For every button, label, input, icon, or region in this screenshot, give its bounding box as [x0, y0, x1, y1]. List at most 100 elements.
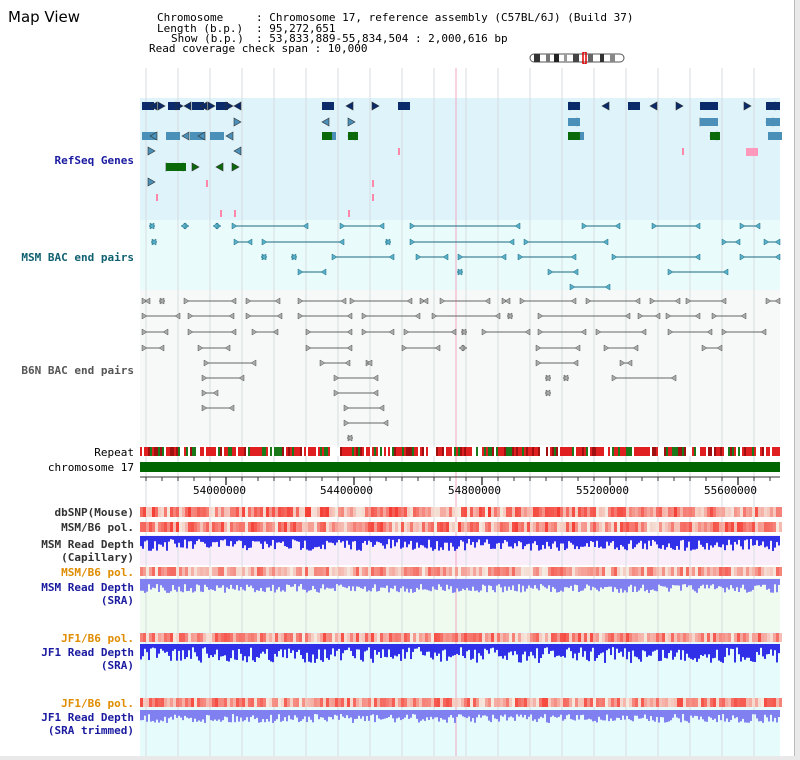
b6n-end-marker — [711, 312, 718, 320]
depth-bar — [260, 579, 262, 588]
polymorphism-cell — [374, 698, 377, 707]
depth-bar — [590, 710, 592, 720]
polymorphism-cell — [149, 522, 152, 532]
depth-bar — [342, 536, 344, 542]
polymorphism-cell — [581, 507, 584, 517]
depth-bar — [610, 579, 612, 587]
dbsnp-label[interactable]: dbSNP(Mouse) — [54, 506, 134, 519]
bac-end-marker — [739, 253, 746, 261]
polymorphism-cell — [341, 507, 344, 517]
msm-read-depth-sra-label[interactable]: MSM Read Depth — [41, 581, 134, 594]
polymorphism-cell — [326, 633, 329, 642]
jf1-read-depth-trim-label[interactable]: JF1 Read Depth — [41, 711, 134, 724]
repeat-segment — [494, 447, 496, 456]
polymorphism-cell — [749, 633, 752, 642]
polymorphism-cell — [422, 567, 425, 576]
repeat-segment — [192, 447, 194, 456]
depth-bar — [182, 644, 184, 651]
depth-bar — [170, 644, 172, 661]
polymorphism-cell — [596, 567, 599, 576]
polymorphism-cell — [716, 522, 719, 532]
repeat-segment — [710, 447, 712, 456]
polymorphism-cell — [293, 698, 296, 707]
polymorphism-cell — [188, 567, 191, 576]
polymorphism-cell — [752, 507, 755, 517]
polymorphism-cell — [746, 522, 749, 532]
depth-bar — [748, 710, 750, 723]
polymorphism-cell — [638, 567, 641, 576]
depth-bar — [560, 710, 562, 715]
depth-bar — [228, 579, 230, 589]
msm-bac-label[interactable]: MSM BAC end pairs — [21, 251, 134, 264]
horizontal-scrollbar[interactable] — [0, 756, 800, 760]
depth-bar — [412, 536, 414, 550]
msm-b6-pol-2-label[interactable]: MSM/B6 pol. — [61, 566, 134, 579]
depth-bar — [278, 644, 280, 652]
refseq-genes-label[interactable]: RefSeq Genes — [54, 154, 134, 167]
depth-bar — [260, 644, 262, 654]
depth-bar — [286, 579, 288, 585]
depth-bar — [312, 579, 314, 586]
repeat-segment — [498, 447, 500, 456]
polymorphism-cell — [566, 698, 569, 707]
b6n-bac-label[interactable]: B6N BAC end pairs — [21, 364, 134, 377]
polymorphism-cell — [683, 567, 686, 576]
repeat-segment — [144, 447, 146, 456]
polymorphism-cell — [263, 567, 266, 576]
polymorphism-cell — [320, 633, 323, 642]
depth-bar — [430, 579, 432, 592]
polymorphism-cell — [644, 698, 647, 707]
depth-bar — [734, 710, 736, 719]
depth-bar — [480, 579, 482, 591]
msm-b6-pol-label[interactable]: MSM/B6 pol. — [61, 521, 134, 534]
jf1-read-depth-sra-label[interactable]: JF1 Read Depth — [41, 646, 134, 659]
polymorphism-cell — [587, 633, 590, 642]
depth-bar — [148, 579, 150, 585]
polymorphism-cell — [644, 522, 647, 532]
pink-marker — [348, 210, 350, 217]
msm-read-depth-cap-label[interactable]: MSM Read Depth — [41, 538, 134, 551]
depth-bar — [140, 536, 142, 547]
polymorphism-cell — [554, 698, 557, 707]
repeat-segment — [214, 447, 216, 456]
depth-bar — [626, 644, 628, 660]
depth-bar — [580, 579, 582, 591]
jf1-b6-pol-label[interactable]: JF1/B6 pol. — [61, 632, 134, 645]
polymorphism-cell — [353, 507, 356, 517]
polymorphism-cell — [467, 522, 470, 532]
depth-bar — [294, 536, 296, 541]
polymorphism-cell — [380, 522, 383, 532]
depth-bar — [718, 579, 720, 587]
depth-bar — [584, 710, 586, 720]
b6n-end-marker — [665, 312, 672, 320]
depth-bar — [574, 579, 576, 585]
depth-bar — [736, 579, 738, 588]
polymorphism-cell — [254, 633, 257, 642]
chromosome-ideogram[interactable] — [528, 52, 628, 64]
depth-bar — [252, 536, 254, 542]
gene-arrow — [601, 101, 610, 111]
depth-bar — [634, 536, 636, 548]
polymorphism-cell — [671, 507, 674, 517]
depth-bar — [518, 710, 520, 717]
depth-bar — [268, 579, 270, 588]
depth-bar — [670, 579, 672, 589]
depth-bar — [612, 710, 614, 721]
depth-bar — [408, 536, 410, 545]
repeat-segment — [434, 447, 436, 456]
polymorphism-cell — [668, 633, 671, 642]
depth-bar — [330, 579, 332, 589]
depth-bar — [726, 579, 728, 588]
depth-bar — [744, 579, 746, 590]
depth-bar — [640, 710, 642, 719]
polymorphism-cell — [167, 633, 170, 642]
b6n-end-marker — [654, 312, 661, 320]
repeat-segment — [654, 447, 656, 456]
jf1-b6-pol-2-label[interactable]: JF1/B6 pol. — [61, 697, 134, 710]
depth-bar — [534, 644, 536, 659]
polymorphism-cell — [698, 522, 701, 532]
polymorphism-cell — [227, 522, 230, 532]
vertical-scrollbar[interactable] — [794, 0, 800, 760]
polymorphism-cell — [611, 633, 614, 642]
